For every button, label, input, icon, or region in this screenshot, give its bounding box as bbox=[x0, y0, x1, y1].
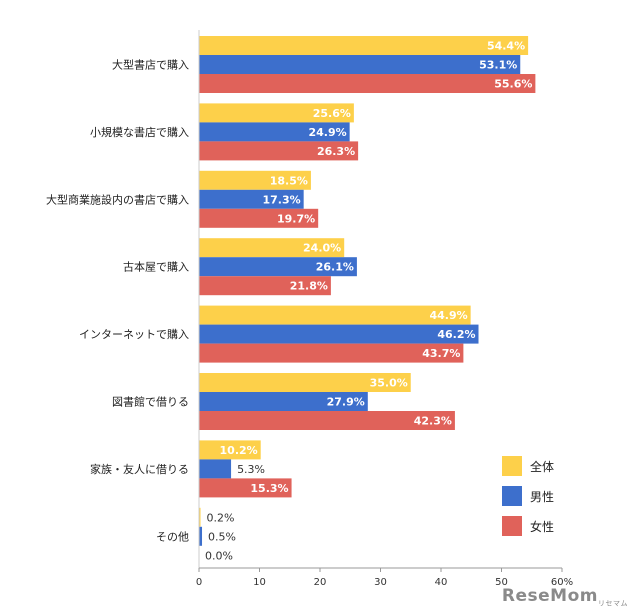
resemom-logo: ReseMomリセマム bbox=[502, 586, 628, 608]
value-label: 26.3% bbox=[317, 145, 355, 158]
bar-female bbox=[199, 276, 331, 296]
value-label: 0.0% bbox=[205, 549, 233, 562]
category-labels: 大型書店で購入小規模な書店で購入大型商業施設内の書店で購入古本屋で購入インターネ… bbox=[46, 58, 189, 544]
value-label: 10.2% bbox=[220, 444, 258, 457]
value-label: 55.6% bbox=[494, 78, 532, 91]
value-label: 46.2% bbox=[437, 328, 475, 341]
bar-female bbox=[199, 343, 464, 363]
x-tick-label: 60% bbox=[551, 577, 573, 588]
logo-text: ReseMom bbox=[501, 585, 598, 606]
legend-label-male: 男性 bbox=[530, 490, 554, 504]
legend-label-female: 女性 bbox=[530, 519, 554, 534]
x-tick-label: 40 bbox=[435, 577, 448, 588]
legend-swatch-female bbox=[502, 516, 522, 536]
x-tick-label: 50 bbox=[495, 577, 508, 588]
x-tick-label: 0 bbox=[196, 577, 202, 588]
value-label: 17.3% bbox=[262, 193, 300, 206]
value-label: 53.1% bbox=[479, 59, 517, 72]
bar-male bbox=[199, 324, 479, 344]
bar-overall bbox=[199, 440, 261, 460]
value-label: 25.6% bbox=[313, 107, 351, 120]
value-label: 5.3% bbox=[237, 463, 265, 476]
bars-layer: 54.4% 53.1% 55.6% 25.6% 24.9% 26.3% 18.5% 17.3%… bbox=[199, 36, 536, 562]
bar-overall bbox=[199, 103, 354, 123]
bar-male bbox=[199, 459, 232, 479]
legend-swatch-overall bbox=[502, 456, 522, 476]
value-label: 21.8% bbox=[290, 280, 328, 293]
category-label: 古本屋で購入 bbox=[123, 260, 189, 274]
bar-overall bbox=[199, 373, 411, 392]
x-tick-label: 30 bbox=[374, 577, 387, 588]
logo-subtext: リセマム bbox=[598, 599, 628, 607]
value-label: 43.7% bbox=[422, 347, 460, 360]
bar-male bbox=[199, 526, 203, 546]
value-label: 42.3% bbox=[414, 415, 452, 428]
value-label: 44.9% bbox=[429, 309, 467, 322]
x-axis: 0 10 20 30 40 50 60% bbox=[196, 30, 573, 588]
value-label: 19.7% bbox=[277, 212, 315, 225]
value-label: 24.0% bbox=[303, 242, 341, 255]
category-label: その他 bbox=[156, 530, 189, 543]
value-label: 35.0% bbox=[370, 377, 408, 390]
bar-male bbox=[199, 122, 350, 142]
bar-female bbox=[199, 478, 292, 498]
legend-label-overall: 全体 bbox=[530, 459, 554, 474]
bar-overall bbox=[199, 507, 201, 527]
category-label: インターネットで購入 bbox=[79, 327, 189, 341]
value-label: 15.3% bbox=[250, 482, 288, 495]
bar-female bbox=[199, 74, 536, 93]
category-label: 小規模な書店で購入 bbox=[90, 125, 189, 139]
bar-male bbox=[199, 257, 357, 277]
category-label: 大型商業施設内の書店で購入 bbox=[46, 192, 189, 206]
bar-male bbox=[199, 189, 304, 209]
value-label: 0.5% bbox=[208, 530, 236, 543]
bar-male bbox=[199, 392, 368, 411]
value-label: 24.9% bbox=[308, 126, 346, 139]
bar-female bbox=[199, 141, 359, 161]
bar-female bbox=[199, 411, 455, 430]
value-label: 27.9% bbox=[327, 396, 365, 409]
category-label: 大型書店で購入 bbox=[112, 58, 189, 72]
bar-overall bbox=[199, 305, 471, 325]
category-label: 図書館で借りる bbox=[112, 395, 189, 409]
bar-overall bbox=[199, 36, 529, 55]
x-tick-label: 10 bbox=[253, 577, 266, 588]
bar-male bbox=[199, 55, 521, 74]
value-label: 0.2% bbox=[207, 511, 235, 524]
value-label: 18.5% bbox=[270, 174, 308, 187]
value-label: 26.1% bbox=[316, 261, 354, 274]
bar-overall bbox=[199, 170, 311, 190]
bar-overall bbox=[199, 238, 345, 258]
x-tick-label: 20 bbox=[314, 577, 327, 588]
value-label: 54.4% bbox=[487, 40, 525, 53]
category-label: 家族・友人に借りる bbox=[90, 462, 189, 476]
legend-swatch-male bbox=[502, 486, 522, 506]
bar-female bbox=[199, 208, 319, 228]
